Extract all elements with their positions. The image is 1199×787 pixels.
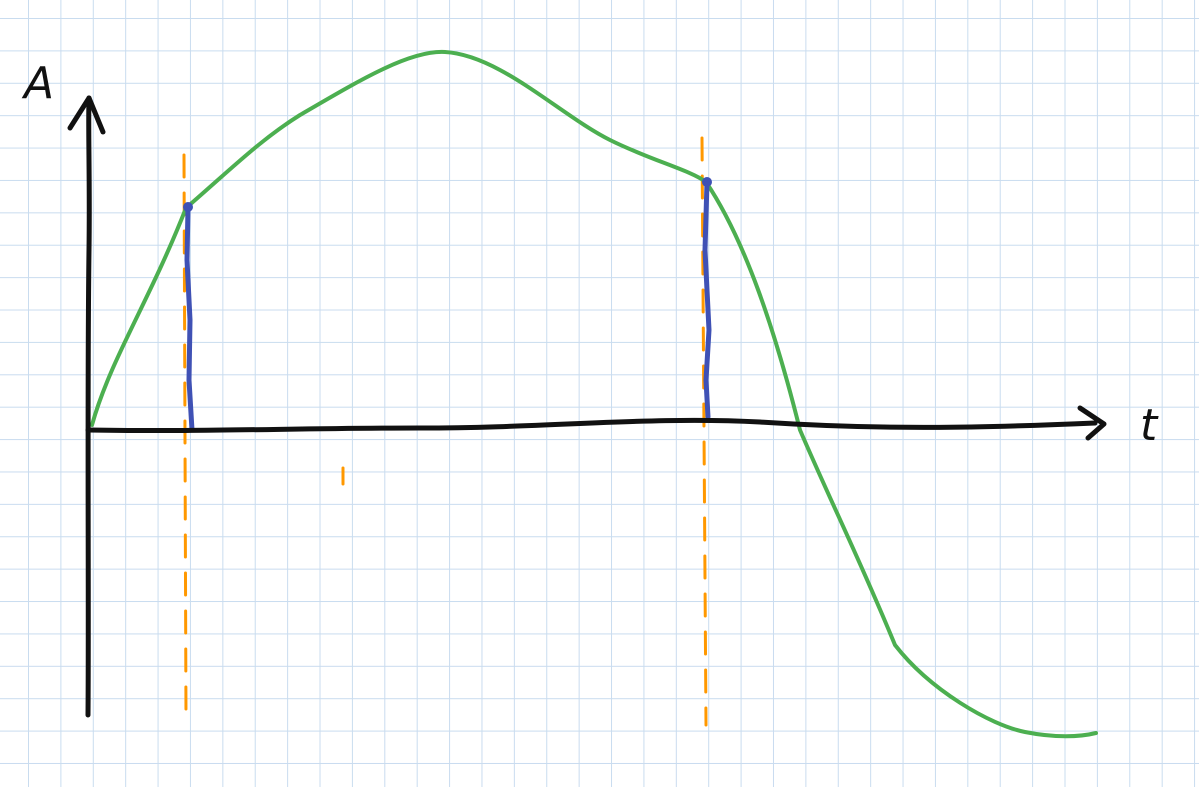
sample-line-left bbox=[184, 204, 195, 433]
x-axis-line bbox=[85, 417, 1098, 434]
sample-line-right bbox=[702, 179, 712, 420]
x-axis-arrow bbox=[1077, 405, 1107, 441]
y-axis-label: A bbox=[21, 58, 54, 109]
guide-line-right bbox=[700, 136, 708, 727]
x-axis-label: t bbox=[1140, 400, 1159, 451]
sample-point-right bbox=[702, 177, 712, 187]
sample-point-left bbox=[183, 202, 193, 212]
y-axis-line bbox=[85, 95, 92, 718]
signal-curve bbox=[90, 49, 1098, 739]
guide-line-left bbox=[182, 153, 188, 722]
y-axis-arrow bbox=[67, 95, 106, 135]
